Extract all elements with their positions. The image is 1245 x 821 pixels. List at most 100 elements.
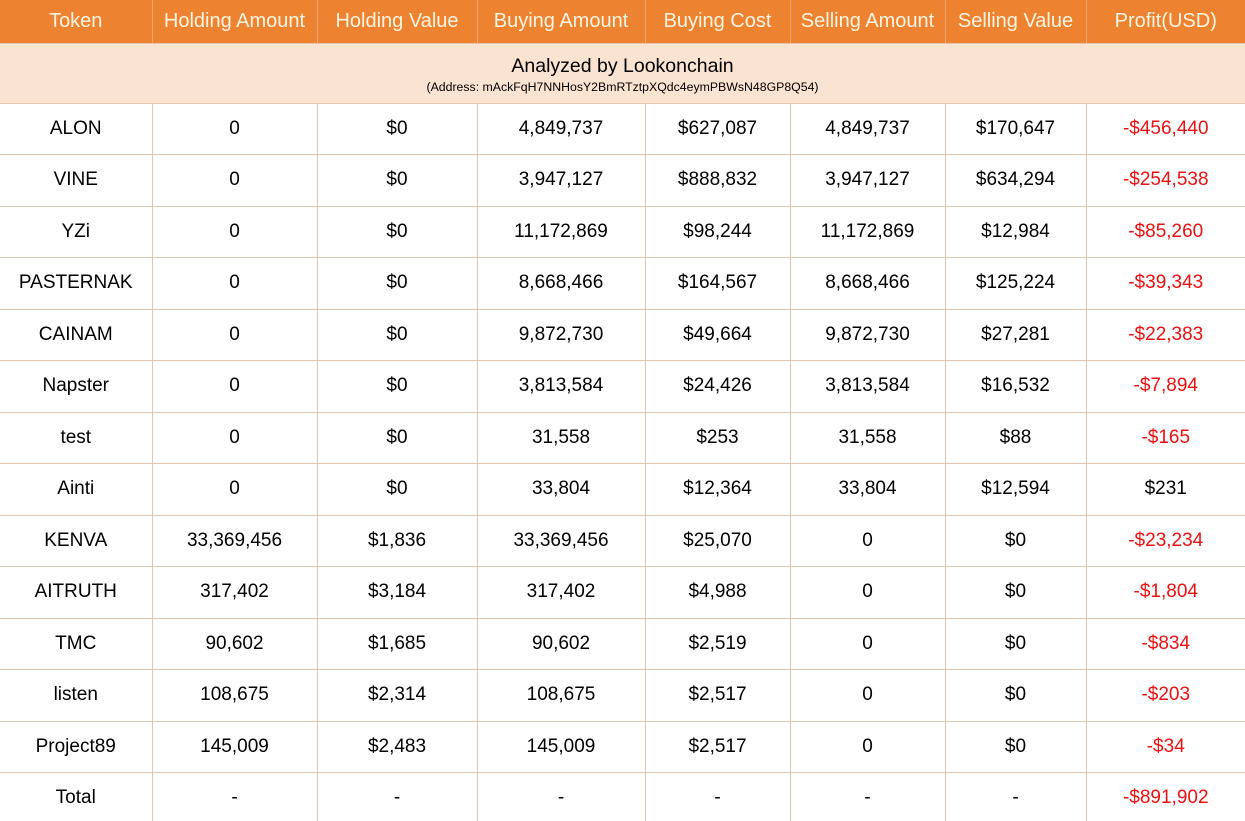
cell-buying-cost: $49,664 [645,309,791,361]
cell-buying-amount: 3,947,127 [477,154,646,207]
cell-token-name: Ainti [0,463,153,516]
cell-holding-value: $2,483 [317,721,478,773]
cell-profit-usd: -$834 [1086,618,1245,670]
cell-total-buying-cost: - [645,772,791,821]
cell-selling-amount: 0 [790,566,946,619]
cell-buying-amount: 145,009 [477,721,646,773]
address-note: (Address: mAckFqH7NNHosY2BmRTztpXQdc4eym… [426,79,819,94]
cell-selling-value: $0 [945,566,1087,619]
cell-holding-value: $0 [317,309,478,361]
cell-holding-amount: 108,675 [152,669,318,722]
cell-buying-cost: $24,426 [645,360,791,413]
cell-profit-usd: -$85,260 [1086,206,1245,258]
cell-holding-amount: 33,369,456 [152,515,318,567]
cell-profit-usd: -$7,894 [1086,360,1245,413]
cell-selling-value: $0 [945,669,1087,722]
table-row: Ainti 0 $0 33,804 $12,364 33,804 $12,594… [0,463,1245,516]
table-row: YZi 0 $0 11,172,869 $98,244 11,172,869 $… [0,206,1245,258]
cell-holding-amount: 0 [152,463,318,516]
cell-selling-amount: 31,558 [790,412,946,464]
cell-token-name: AITRUTH [0,566,153,619]
cell-buying-amount: 31,558 [477,412,646,464]
cell-total-label: Total [0,772,153,821]
table-row: AITRUTH 317,402 $3,184 317,402 $4,988 0 … [0,566,1245,619]
cell-holding-value: $0 [317,206,478,258]
cell-buying-amount: 9,872,730 [477,309,646,361]
cell-holding-value: $0 [317,154,478,207]
cell-buying-amount: 8,668,466 [477,257,646,310]
column-header-token: Token [0,0,153,44]
column-header-holding-value: Holding Value [317,0,478,44]
cell-token-name: ALON [0,103,153,155]
cell-buying-amount: 90,602 [477,618,646,670]
cell-total-buying-amount: - [477,772,646,821]
cell-buying-amount: 11,172,869 [477,206,646,258]
cell-holding-value: $0 [317,463,478,516]
cell-selling-value: $170,647 [945,103,1087,155]
cell-token-name: listen [0,669,153,722]
cell-selling-value: $88 [945,412,1087,464]
cell-buying-cost: $4,988 [645,566,791,619]
cell-holding-amount: 0 [152,206,318,258]
cell-selling-amount: 0 [790,515,946,567]
cell-selling-amount: 0 [790,721,946,773]
cell-selling-amount: 33,804 [790,463,946,516]
table-row: Napster 0 $0 3,813,584 $24,426 3,813,584… [0,360,1245,413]
cell-selling-value: $16,532 [945,360,1087,413]
cell-total-selling-value: - [945,772,1087,821]
cell-selling-amount: 0 [790,618,946,670]
table-row: ALON 0 $0 4,849,737 $627,087 4,849,737 $… [0,103,1245,155]
cell-buying-cost: $888,832 [645,154,791,207]
cell-selling-amount: 3,813,584 [790,360,946,413]
cell-token-name: PASTERNAK [0,257,153,310]
cell-holding-value: $1,685 [317,618,478,670]
total-row: Total - - - - - - -$891,902 [0,772,1245,821]
cell-selling-value: $125,224 [945,257,1087,310]
cell-holding-value: $0 [317,360,478,413]
cell-selling-value: $634,294 [945,154,1087,207]
cell-profit-usd: -$39,343 [1086,257,1245,310]
table-row: CAINAM 0 $0 9,872,730 $49,664 9,872,730 … [0,309,1245,361]
cell-buying-cost: $12,364 [645,463,791,516]
cell-holding-amount: 0 [152,103,318,155]
table-row: Project89 145,009 $2,483 145,009 $2,517 … [0,721,1245,773]
cell-selling-amount: 0 [790,669,946,722]
cell-token-name: Project89 [0,721,153,773]
cell-buying-cost: $2,517 [645,669,791,722]
cell-profit-usd: -$254,538 [1086,154,1245,207]
cell-selling-value: $12,984 [945,206,1087,258]
cell-buying-amount: 3,813,584 [477,360,646,413]
cell-token-name: YZi [0,206,153,258]
cell-selling-amount: 9,872,730 [790,309,946,361]
cell-total-holding-value: - [317,772,478,821]
subheader-row: Analyzed by Lookonchain (Address: mAckFq… [0,43,1245,104]
cell-profit-usd: -$22,383 [1086,309,1245,361]
table-row: KENVA 33,369,456 $1,836 33,369,456 $25,0… [0,515,1245,567]
cell-holding-amount: 0 [152,412,318,464]
cell-buying-amount: 317,402 [477,566,646,619]
cell-buying-cost: $25,070 [645,515,791,567]
cell-buying-amount: 4,849,737 [477,103,646,155]
cell-profit-usd: -$203 [1086,669,1245,722]
cell-holding-amount: 0 [152,257,318,310]
cell-selling-amount: 3,947,127 [790,154,946,207]
cell-buying-cost: $98,244 [645,206,791,258]
column-header-selling-amount: Selling Amount [790,0,946,44]
cell-holding-amount: 0 [152,360,318,413]
cell-holding-amount: 0 [152,154,318,207]
cell-token-name: Napster [0,360,153,413]
table-row: VINE 0 $0 3,947,127 $888,832 3,947,127 $… [0,154,1245,207]
subheader-cell: Analyzed by Lookonchain (Address: mAckFq… [0,43,1245,104]
column-header-holding-amount: Holding Amount [152,0,318,44]
cell-total-selling-amount: - [790,772,946,821]
cell-selling-value: $27,281 [945,309,1087,361]
cell-buying-cost: $2,519 [645,618,791,670]
cell-buying-cost: $627,087 [645,103,791,155]
cell-holding-value: $0 [317,103,478,155]
cell-holding-amount: 0 [152,309,318,361]
cell-profit-usd: $231 [1086,463,1245,516]
table-header-row: Token Holding Amount Holding Value Buyin… [0,0,1245,44]
cell-selling-amount: 8,668,466 [790,257,946,310]
table-row: test 0 $0 31,558 $253 31,558 $88 -$165 [0,412,1245,464]
cell-selling-value: $0 [945,515,1087,567]
